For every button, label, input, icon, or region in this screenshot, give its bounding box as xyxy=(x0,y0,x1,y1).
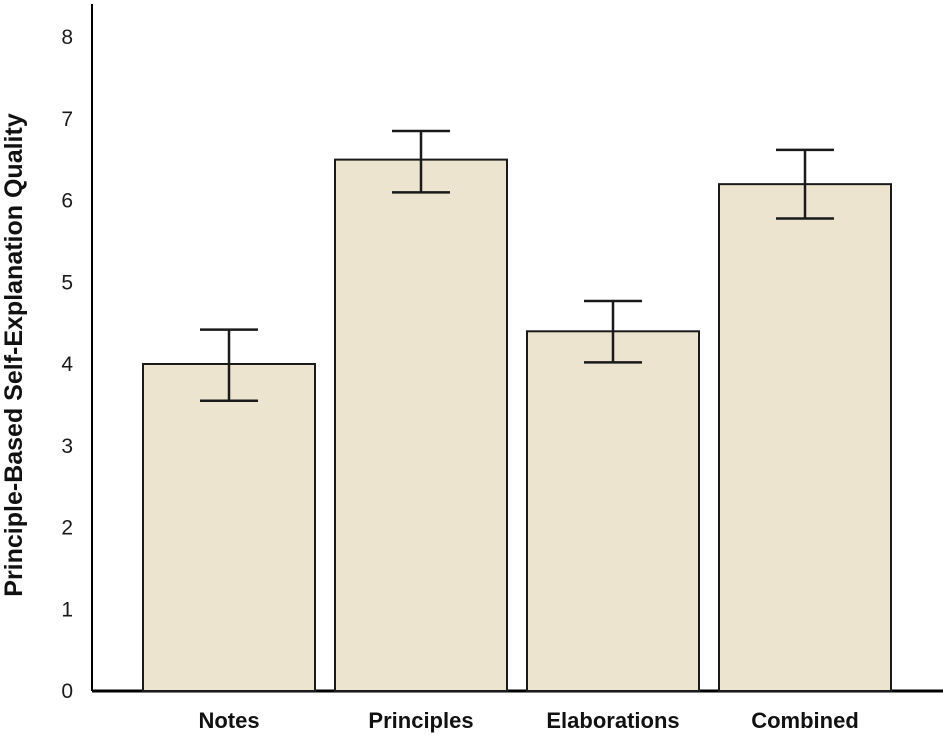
y-tick-label: 7 xyxy=(61,108,73,131)
y-axis-label: Principle-Based Self-Explanation Quality xyxy=(0,113,28,597)
y-tick-label: 4 xyxy=(61,353,73,376)
error-bar-combined xyxy=(776,148,834,220)
error-bar-notes xyxy=(200,328,258,403)
y-tick-label: 6 xyxy=(61,190,73,213)
y-axis-ticks: 0 1 2 3 4 5 6 7 8 xyxy=(61,26,73,703)
x-axis-categories: Notes Principles Elaborations Combined xyxy=(198,708,858,733)
bar-combined xyxy=(718,183,892,692)
y-tick-label: 2 xyxy=(61,517,73,540)
x-category-label: Principles xyxy=(368,708,473,733)
y-tick-label: 0 xyxy=(61,680,73,703)
y-tick-label: 8 xyxy=(61,26,73,49)
y-tick-label: 3 xyxy=(61,435,73,458)
bars xyxy=(142,158,892,692)
y-tick-label: 1 xyxy=(61,598,73,621)
error-bar-principles xyxy=(392,129,450,194)
y-tick-label: 5 xyxy=(61,271,73,294)
error-bar-elaborations xyxy=(584,299,642,364)
bar-notes xyxy=(142,363,316,692)
bar-principles xyxy=(334,158,508,692)
x-category-label: Combined xyxy=(751,708,859,733)
bar-elaborations xyxy=(526,330,700,692)
error-bars xyxy=(200,129,834,403)
x-category-label: Notes xyxy=(198,708,259,733)
x-category-label: Elaborations xyxy=(546,708,679,733)
